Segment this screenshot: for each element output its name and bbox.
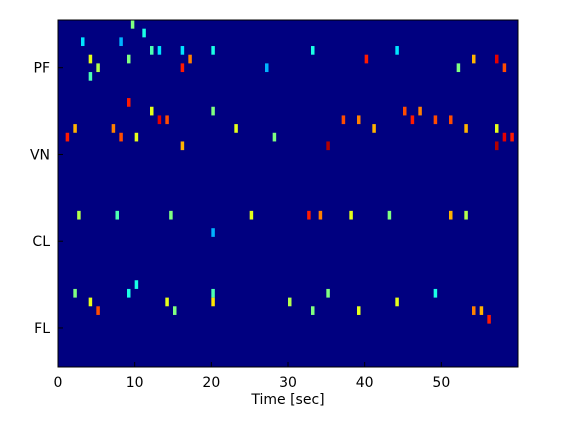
heatmap-cell — [495, 124, 499, 133]
heatmap-cell — [288, 297, 292, 307]
heatmap-cell — [495, 54, 499, 64]
heatmap-cell — [265, 63, 269, 73]
x-tick-label: 30 — [279, 375, 297, 391]
heatmap-cell — [449, 210, 453, 220]
heatmap-cell — [326, 141, 330, 151]
y-tick-label: VN — [30, 147, 50, 163]
heatmap-cell — [165, 297, 169, 307]
y-tick-label: FL — [34, 321, 50, 337]
heatmap-cell — [119, 132, 123, 142]
heatmap-cell — [211, 106, 215, 116]
y-tick-label: CL — [32, 234, 50, 250]
heatmap-cell — [395, 297, 399, 307]
heatmap-cell — [211, 288, 215, 298]
heatmap-cell — [502, 63, 507, 73]
heatmap-cell — [119, 37, 123, 47]
heatmap-cell — [134, 132, 139, 142]
heatmap-cell — [73, 124, 77, 133]
heatmap-cell — [115, 210, 119, 220]
heatmap-cell — [487, 314, 491, 324]
heatmap-cell — [326, 288, 330, 298]
heatmap-cell — [173, 306, 177, 315]
heatmap-cell — [169, 210, 173, 220]
heatmap-cell — [349, 210, 353, 220]
plot-frame — [57, 19, 519, 368]
x-tick-label: 20 — [202, 375, 220, 391]
heatmap-cell — [130, 20, 135, 29]
heatmap-cell — [510, 132, 514, 142]
heatmap-cell — [73, 288, 77, 298]
heatmap-cell — [111, 124, 116, 133]
heatmap-cell — [433, 288, 438, 298]
heatmap-cell — [88, 54, 93, 64]
heatmap-cell — [127, 288, 131, 298]
heatmap-cell — [77, 210, 81, 220]
heatmap-cell — [88, 297, 93, 307]
heatmap-cell — [165, 115, 169, 125]
heatmap-cell — [433, 115, 438, 125]
heatmap-cell — [180, 141, 185, 151]
heatmap-cell — [387, 210, 392, 220]
heatmap-cell — [495, 141, 499, 151]
heatmap-cell — [395, 46, 399, 55]
heatmap-cell — [464, 124, 468, 133]
heatmap-cell — [180, 46, 185, 55]
heatmap-cell — [65, 132, 70, 142]
y-tick-label: PF — [34, 61, 51, 77]
x-tick-label: 0 — [54, 375, 63, 391]
heatmap-cell — [479, 306, 484, 315]
heatmap-background — [58, 20, 518, 367]
x-axis-label: Time [sec] — [250, 392, 324, 408]
heatmap-cell — [211, 228, 215, 237]
heatmap-cell — [234, 124, 238, 133]
heatmap-cell — [364, 54, 369, 64]
heatmap-cell — [157, 115, 162, 125]
heatmap-cell — [272, 132, 277, 142]
heatmap-cell — [127, 54, 131, 64]
heatmap-cell — [157, 46, 162, 55]
heatmap-cell — [88, 72, 93, 81]
heatmap-cell — [449, 115, 453, 125]
x-tick-label: 50 — [432, 375, 450, 391]
heatmap-cell — [464, 210, 468, 220]
heatmap-cell — [357, 306, 361, 315]
heatmap-cell — [403, 106, 407, 116]
heatmap-cell — [150, 46, 154, 55]
heatmap-cell — [188, 54, 192, 64]
x-tick-label: 10 — [126, 375, 144, 391]
heatmap-cell — [307, 210, 311, 220]
heatmap-cell — [311, 46, 315, 55]
heatmap-cell — [311, 306, 315, 315]
heatmap-cell — [96, 63, 100, 73]
heatmap-cell — [249, 210, 254, 220]
heatmap-cell — [96, 306, 100, 315]
heatmap-cell — [372, 124, 376, 133]
heatmap-cell — [127, 98, 131, 107]
heatmap-cell — [410, 115, 415, 125]
heatmap-cell — [81, 37, 85, 47]
heatmap-cell — [318, 210, 323, 220]
x-tick-label: 40 — [356, 375, 374, 391]
heatmap-cell — [180, 63, 185, 73]
heatmap-cell — [211, 46, 215, 55]
heatmap-cell — [341, 115, 346, 125]
heatmap-cell — [142, 28, 146, 38]
heatmap-cell — [456, 63, 461, 73]
heatmap-cell — [211, 297, 215, 307]
heatmap-cell — [472, 54, 476, 64]
heatmap-cell — [150, 106, 154, 116]
heatmap-cell — [418, 106, 422, 116]
heatmap-cell — [472, 306, 476, 315]
heatmap-cell — [357, 115, 361, 125]
heatmap-cell — [134, 280, 139, 289]
heatmap-cell — [502, 132, 507, 142]
